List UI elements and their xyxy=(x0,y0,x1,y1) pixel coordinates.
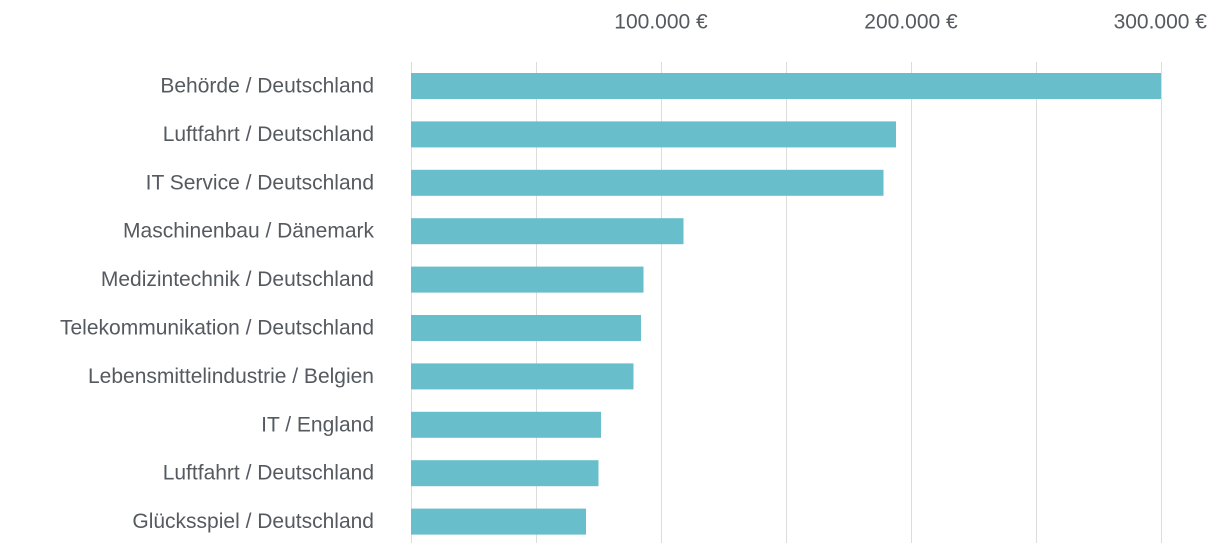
x-tick-label: 100.000 € xyxy=(614,11,708,34)
bar xyxy=(411,218,684,245)
bar xyxy=(411,508,586,535)
bar xyxy=(411,73,1161,99)
category-label: Behörde / Deutschland xyxy=(160,75,374,98)
category-label: Lebensmittelindustrie / Belgien xyxy=(88,365,374,388)
bar xyxy=(411,169,884,196)
category-label: Luftfahrt / Deutschland xyxy=(163,462,374,485)
bars xyxy=(411,73,1161,535)
x-tick-label: 200.000 € xyxy=(864,11,958,34)
x-tick-label: 300.000 € xyxy=(1114,11,1208,34)
category-label: Luftfahrt / Deutschland xyxy=(163,123,374,146)
category-labels: Behörde / Deutschland Luftfahrt / Deutsch… xyxy=(60,75,374,534)
category-label: Maschinenbau / Dänemark xyxy=(123,220,374,243)
bar xyxy=(411,315,641,341)
bar xyxy=(411,266,644,293)
category-label: Glücksspiel / Deutschland xyxy=(132,510,374,533)
category-label: Medizintechnik / Deutschland xyxy=(101,268,374,291)
category-label: Telekommunikation / Deutschland xyxy=(60,317,374,340)
bar xyxy=(411,411,601,438)
category-label: IT Service / Deutschland xyxy=(146,171,374,194)
bar xyxy=(411,363,634,390)
x-axis-tick-labels: 100.000 € 200.000 € 300.000 € xyxy=(614,11,1207,34)
bar xyxy=(411,460,599,487)
category-label: IT / England xyxy=(261,413,374,436)
bar xyxy=(411,121,896,148)
